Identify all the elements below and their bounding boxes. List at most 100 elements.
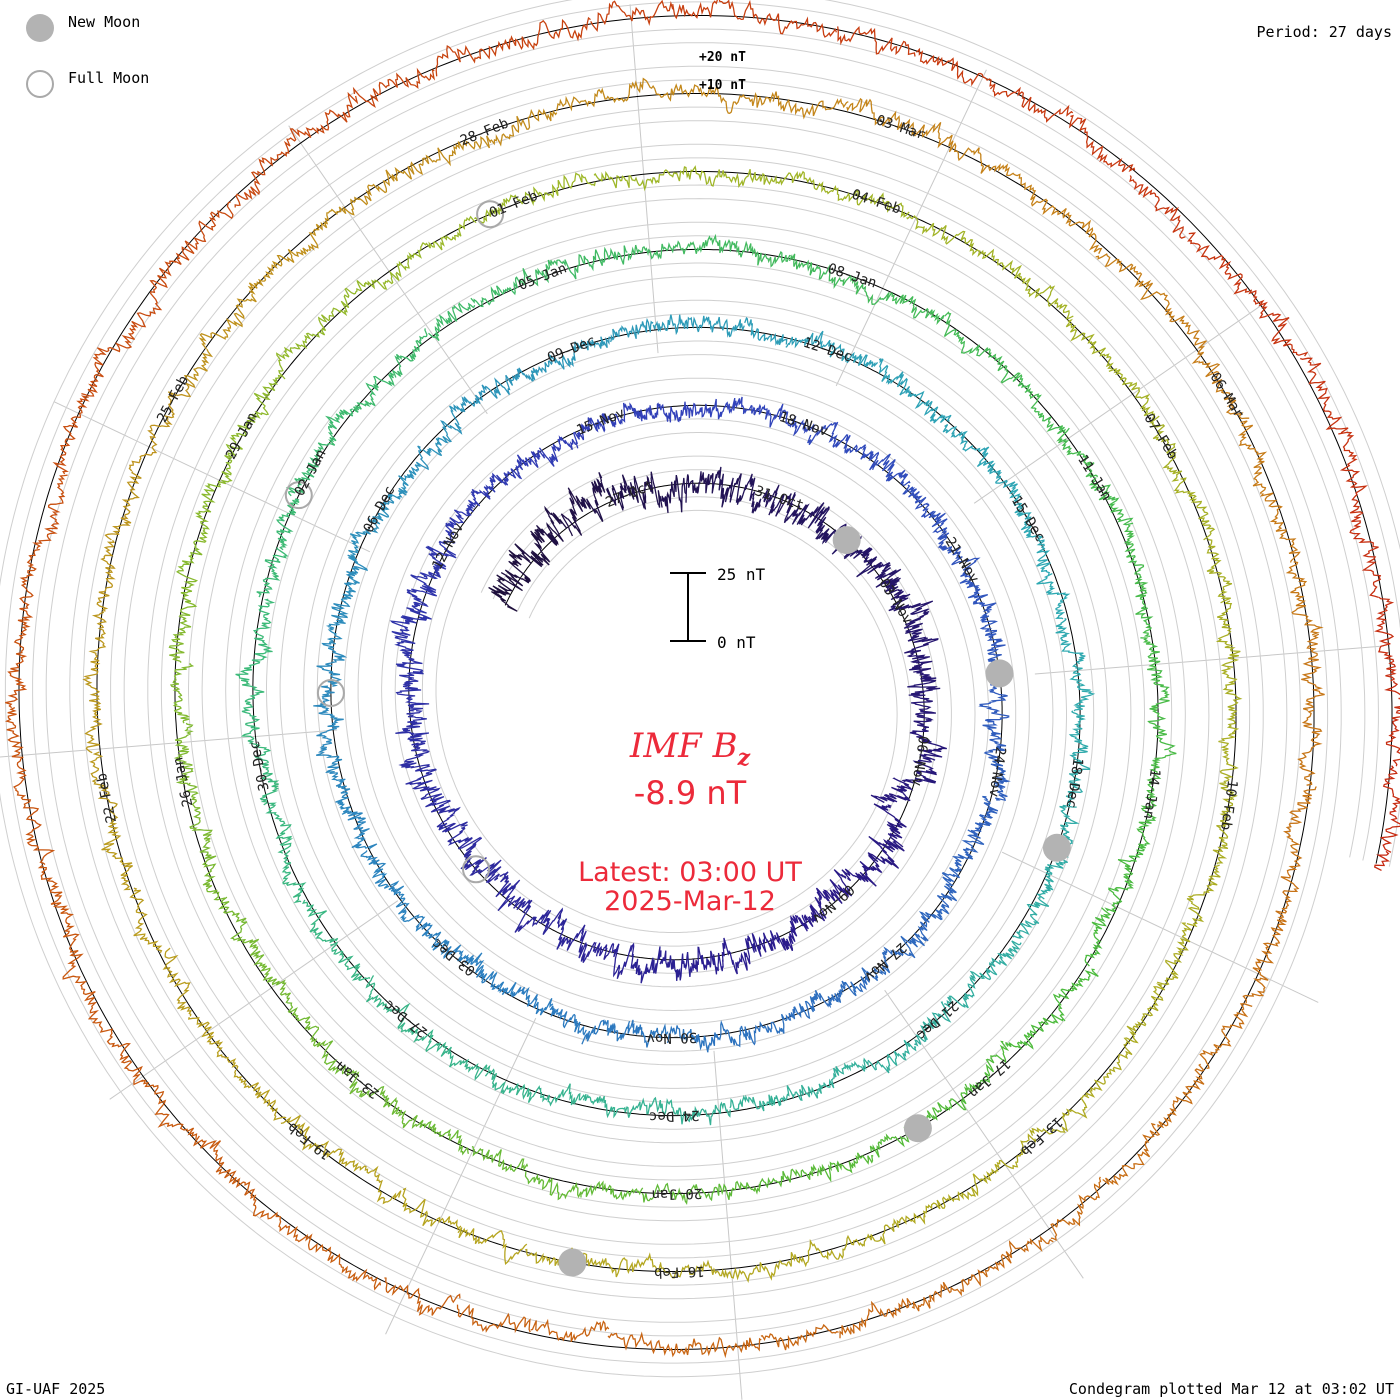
bz-trace-segment bbox=[440, 944, 485, 974]
bz-trace-segment bbox=[495, 871, 522, 912]
bz-trace-segment bbox=[574, 245, 628, 273]
bz-trace-segment bbox=[187, 1016, 239, 1070]
bz-trace-segment bbox=[633, 471, 663, 510]
bz-trace-segment bbox=[244, 374, 282, 430]
bz-trace-segment bbox=[1374, 596, 1397, 682]
bz-trace-segment bbox=[1052, 968, 1099, 1022]
bz-trace-segment bbox=[916, 47, 993, 87]
bz-trace-segment bbox=[1084, 907, 1112, 967]
bz-trace-segment bbox=[982, 722, 1007, 763]
new-moon-marker bbox=[903, 1114, 932, 1143]
spoke-line bbox=[1034, 645, 1384, 675]
date-label: 06-Dec bbox=[361, 483, 399, 535]
bz-trace-segment bbox=[247, 247, 309, 295]
date-label: 04-Feb bbox=[850, 187, 903, 218]
bz-trace-segment bbox=[130, 260, 177, 331]
date-label: 23-Jan bbox=[333, 1058, 383, 1102]
bz-trace-segment bbox=[980, 163, 1048, 207]
bz-trace-segment bbox=[909, 727, 948, 761]
bz-trace-segment bbox=[700, 85, 775, 114]
bz-trace-segment bbox=[285, 449, 321, 497]
bz-trace-segment bbox=[435, 38, 511, 77]
new-moon-marker bbox=[832, 526, 861, 555]
bz-trace-segment bbox=[867, 1039, 917, 1074]
bz-trace-segment bbox=[742, 403, 784, 428]
bz-trace-segment bbox=[500, 549, 532, 587]
bz-trace-segment bbox=[911, 699, 937, 729]
ring-scale-label-10: +10 nT bbox=[699, 78, 746, 93]
bz-trace-segment bbox=[711, 466, 742, 508]
bz-trace-segment bbox=[17, 548, 40, 629]
bz-trace-segment bbox=[81, 327, 136, 397]
bz-trace-segment bbox=[530, 1318, 610, 1343]
spoke-line bbox=[0, 729, 338, 758]
bz-trace-segment bbox=[785, 330, 835, 350]
bz-trace-segment bbox=[942, 424, 990, 455]
bz-trace-segment bbox=[906, 215, 966, 245]
bz-trace-segment bbox=[141, 1079, 198, 1140]
bz-trace-segment bbox=[406, 574, 438, 614]
bz-trace-segment bbox=[198, 293, 257, 350]
period-label: Period: 27 days bbox=[1256, 23, 1392, 41]
bz-trace-segment bbox=[415, 1119, 470, 1156]
latest-time-block: Latest: 03:00 UT 2025-Mar-12 bbox=[500, 858, 880, 916]
bz-trace-segment bbox=[555, 87, 629, 112]
bz-trace-segment bbox=[422, 420, 463, 457]
bz-trace-segment bbox=[807, 421, 851, 448]
bz-trace-segment bbox=[784, 170, 847, 202]
bz-trace-segment bbox=[371, 487, 408, 525]
date-label: 13-Feb bbox=[1017, 1113, 1065, 1159]
zero-line bbox=[18, 15, 1393, 1350]
bz-trace-segment bbox=[510, 449, 546, 480]
bz-trace-segment bbox=[728, 1252, 796, 1283]
bz-trace-segment bbox=[193, 1135, 256, 1197]
bz-trace-segment bbox=[167, 348, 214, 412]
bz-trace-segment bbox=[199, 839, 226, 901]
bz-trace-segment bbox=[280, 1114, 345, 1162]
bz-trace-segment bbox=[250, 1193, 313, 1250]
bz-trace-segment bbox=[837, 25, 916, 57]
bz-trace-segment bbox=[514, 529, 551, 568]
bz-trace-segment bbox=[778, 1082, 825, 1106]
bz-trace-segment bbox=[560, 487, 585, 537]
spoke-line bbox=[973, 304, 1263, 504]
bz-trace-segment bbox=[657, 165, 722, 187]
bz-trace-segment bbox=[785, 989, 822, 1021]
bz-trace-segment bbox=[234, 140, 290, 208]
bz-trace-segment bbox=[330, 941, 371, 982]
bz-trace-segment bbox=[794, 1234, 864, 1268]
scale-bar: 25 nT 0 nT bbox=[670, 565, 766, 652]
bz-trace-segment bbox=[944, 970, 988, 1009]
bz-trace-segment bbox=[1035, 853, 1069, 900]
bz-trace-segment bbox=[1338, 431, 1368, 518]
bz-trace-segment bbox=[943, 311, 991, 357]
bz-trace-segment bbox=[1123, 983, 1166, 1045]
bz-trace-segment bbox=[96, 539, 116, 612]
bz-trace-segment bbox=[256, 547, 289, 598]
bz-trace-segment bbox=[316, 642, 348, 687]
bz-trace-segment bbox=[641, 1182, 702, 1206]
bz-trace-segment bbox=[707, 1020, 749, 1049]
bz-trace-segment bbox=[659, 1259, 730, 1280]
bz-trace-segment bbox=[340, 557, 368, 604]
bz-trace-segment bbox=[980, 1235, 1054, 1278]
date-label: 10-Feb bbox=[1217, 779, 1240, 831]
bz-trace-segment bbox=[637, 402, 675, 423]
date-label: 12-Dec bbox=[801, 335, 854, 366]
date-label: 05-Jan bbox=[516, 260, 569, 294]
date-label: 12-Nov bbox=[429, 520, 467, 572]
bz-trace-segment bbox=[882, 932, 925, 959]
latest-date: 2025-Mar-12 bbox=[604, 886, 776, 917]
bz-trace-segment bbox=[1025, 531, 1051, 576]
bz-trace-segment bbox=[321, 1040, 365, 1098]
bz-trace-segment bbox=[976, 450, 1018, 489]
bz-trace-segment bbox=[841, 860, 883, 887]
bz-trace-segment bbox=[484, 1068, 533, 1103]
bz-trace-segment bbox=[979, 610, 1006, 649]
date-label: 28-Feb bbox=[458, 116, 511, 150]
bz-trace-segment bbox=[627, 1019, 669, 1048]
date-label: 01-Feb bbox=[487, 188, 540, 222]
bz-trace-segment bbox=[690, 946, 724, 975]
